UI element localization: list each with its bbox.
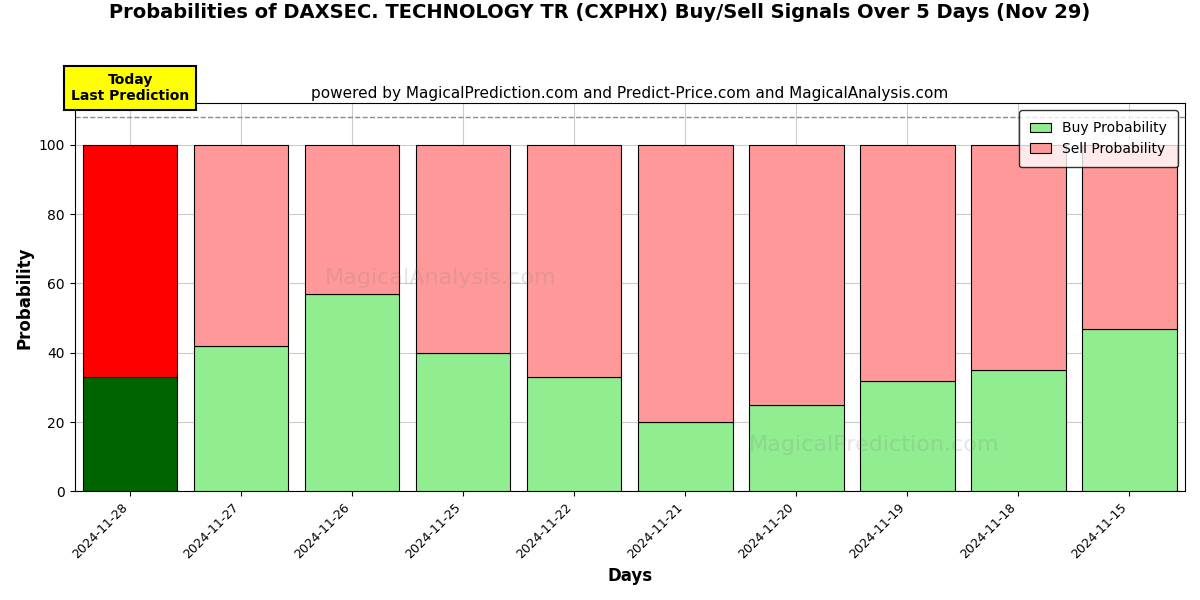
Bar: [305, 145, 400, 294]
X-axis label: Days: Days: [607, 567, 653, 585]
Text: Probabilities of DAXSEC. TECHNOLOGY TR (CXPHX) Buy/Sell Signals Over 5 Days (Nov: Probabilities of DAXSEC. TECHNOLOGY TR (…: [109, 3, 1091, 22]
Bar: [194, 145, 288, 346]
Text: Today
Last Prediction: Today Last Prediction: [71, 73, 190, 103]
Bar: [1082, 145, 1177, 329]
Title: powered by MagicalPrediction.com and Predict-Price.com and MagicalAnalysis.com: powered by MagicalPrediction.com and Pre…: [311, 86, 948, 101]
Bar: [638, 422, 732, 491]
Text: MagicalPrediction.com: MagicalPrediction.com: [749, 435, 1000, 455]
Bar: [971, 370, 1066, 491]
Bar: [83, 377, 178, 491]
Y-axis label: Probability: Probability: [16, 246, 34, 349]
Text: MagicalAnalysis.com: MagicalAnalysis.com: [325, 268, 557, 288]
Bar: [749, 145, 844, 405]
Bar: [416, 353, 510, 491]
Bar: [83, 145, 178, 377]
Bar: [194, 346, 288, 491]
Bar: [416, 145, 510, 353]
Bar: [305, 294, 400, 491]
Bar: [527, 145, 622, 377]
Legend: Buy Probability, Sell Probability: Buy Probability, Sell Probability: [1019, 110, 1178, 167]
Bar: [749, 405, 844, 491]
Bar: [860, 145, 955, 380]
Bar: [638, 145, 732, 422]
Bar: [860, 380, 955, 491]
Bar: [527, 377, 622, 491]
Bar: [1082, 329, 1177, 491]
Bar: [971, 145, 1066, 370]
